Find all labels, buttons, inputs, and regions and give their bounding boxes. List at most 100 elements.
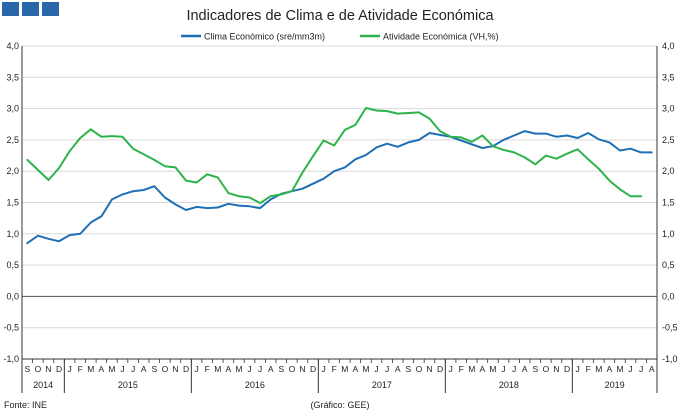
y-tick-label-right: 3,5 — [662, 72, 675, 82]
x-month-label: A — [268, 364, 274, 374]
y-tick-label-right: 0,0 — [662, 291, 675, 301]
x-month-label: F — [586, 364, 591, 374]
y-tick-label-left: 2,5 — [6, 135, 19, 145]
x-month-label: J — [68, 364, 72, 374]
x-year-label: 2016 — [245, 380, 265, 390]
logo-block — [42, 2, 59, 16]
x-month-label: J — [385, 364, 389, 374]
x-month-label: D — [310, 364, 316, 374]
x-month-label: J — [639, 364, 643, 374]
x-month-label: S — [151, 364, 157, 374]
y-tick-label-left: 1,0 — [6, 229, 19, 239]
logo-block — [22, 2, 39, 16]
x-month-label: A — [99, 364, 105, 374]
x-month-label: N — [553, 364, 559, 374]
x-month-label: J — [322, 364, 326, 374]
y-tick-label-left: 4,0 — [6, 41, 19, 51]
y-tick-label-left: 0,5 — [6, 260, 19, 270]
credit-note: (Gráfico: GEE) — [310, 400, 369, 410]
x-month-label: O — [543, 364, 550, 374]
x-month-label: M — [362, 364, 369, 374]
x-month-label: S — [405, 364, 411, 374]
x-month-label: D — [437, 364, 443, 374]
x-month-label: A — [226, 364, 232, 374]
x-month-label: N — [45, 364, 51, 374]
x-month-label: J — [512, 364, 516, 374]
y-tick-label-right: -0,5 — [662, 323, 678, 333]
chart-title: Indicadores de Clima e de Atividade Econ… — [186, 8, 494, 24]
x-month-label: A — [607, 364, 613, 374]
x-year-label: 2019 — [605, 380, 625, 390]
x-year-label: 2017 — [372, 380, 392, 390]
y-tick-label-right: 1,0 — [662, 229, 675, 239]
x-month-label: O — [416, 364, 423, 374]
x-month-label: S — [532, 364, 538, 374]
x-month-label: O — [162, 364, 169, 374]
y-tick-label-right: 1,5 — [662, 198, 675, 208]
logo-blocks — [2, 2, 59, 16]
y-tick-label-left: -0,5 — [3, 323, 19, 333]
x-month-label: A — [480, 364, 486, 374]
legend-label-clima: Clima Económico (sre/mm3m) — [204, 32, 325, 42]
x-year-label: 2015 — [118, 380, 138, 390]
x-month-label: J — [195, 364, 199, 374]
y-tick-label-left: 1,5 — [6, 198, 19, 208]
x-month-label: S — [278, 364, 284, 374]
x-month-label: F — [78, 364, 83, 374]
x-month-label: F — [205, 364, 210, 374]
x-month-label: A — [649, 364, 655, 374]
x-month-label: M — [108, 364, 115, 374]
x-month-label: J — [501, 364, 505, 374]
x-month-label: D — [564, 364, 570, 374]
x-month-label: A — [353, 364, 359, 374]
y-tick-label-right: 0,5 — [662, 260, 675, 270]
y-tick-label-left: 3,0 — [6, 104, 19, 114]
x-month-label: A — [522, 364, 528, 374]
x-month-label: J — [120, 364, 124, 374]
x-month-label: J — [131, 364, 135, 374]
y-tick-label-left: 0,0 — [6, 291, 19, 301]
y-tick-label-left: -1,0 — [3, 354, 19, 364]
series-line-atividade — [26, 107, 643, 205]
x-month-label: O — [289, 364, 296, 374]
x-month-label: J — [628, 364, 632, 374]
x-month-label: J — [247, 364, 251, 374]
x-month-label: A — [141, 364, 147, 374]
legend: Clima Económico (sre/mm3m) Atividade Eco… — [181, 32, 499, 42]
x-month-label: F — [332, 364, 337, 374]
x-year-label: 2014 — [33, 380, 53, 390]
x-month-label: M — [87, 364, 94, 374]
x-month-label: M — [489, 364, 496, 374]
source-note: Fonte: INE — [4, 400, 47, 410]
y-tick-label-right: 2,5 — [662, 135, 675, 145]
x-month-label: M — [341, 364, 348, 374]
x-month-label: J — [374, 364, 378, 374]
y-tick-label-right: 4,0 — [662, 41, 675, 51]
series-line-clima — [26, 130, 653, 245]
x-month-label: M — [214, 364, 221, 374]
y-tick-label-right: -1,0 — [662, 354, 678, 364]
x-year-label: 2018 — [499, 380, 519, 390]
x-month-label: S — [24, 364, 30, 374]
x-month-label: F — [459, 364, 464, 374]
x-month-label: J — [258, 364, 262, 374]
x-month-label: M — [595, 364, 602, 374]
x-month-label: D — [183, 364, 189, 374]
x-month-label: M — [616, 364, 623, 374]
y-tick-label-right: 2,0 — [662, 166, 675, 176]
x-month-label: J — [576, 364, 580, 374]
logo-block — [2, 2, 19, 16]
x-month-label: N — [299, 364, 305, 374]
y-tick-label-left: 2,0 — [6, 166, 19, 176]
x-month-label: M — [468, 364, 475, 374]
legend-label-atividade: Atividade Económica (VH,%) — [383, 32, 499, 42]
x-month-label: O — [35, 364, 42, 374]
x-month-label: D — [56, 364, 62, 374]
x-month-label: A — [395, 364, 401, 374]
x-month-label: N — [426, 364, 432, 374]
y-tick-label-right: 3,0 — [662, 104, 675, 114]
y-tick-label-left: 3,5 — [6, 72, 19, 82]
x-month-label: M — [235, 364, 242, 374]
x-month-label: J — [449, 364, 453, 374]
